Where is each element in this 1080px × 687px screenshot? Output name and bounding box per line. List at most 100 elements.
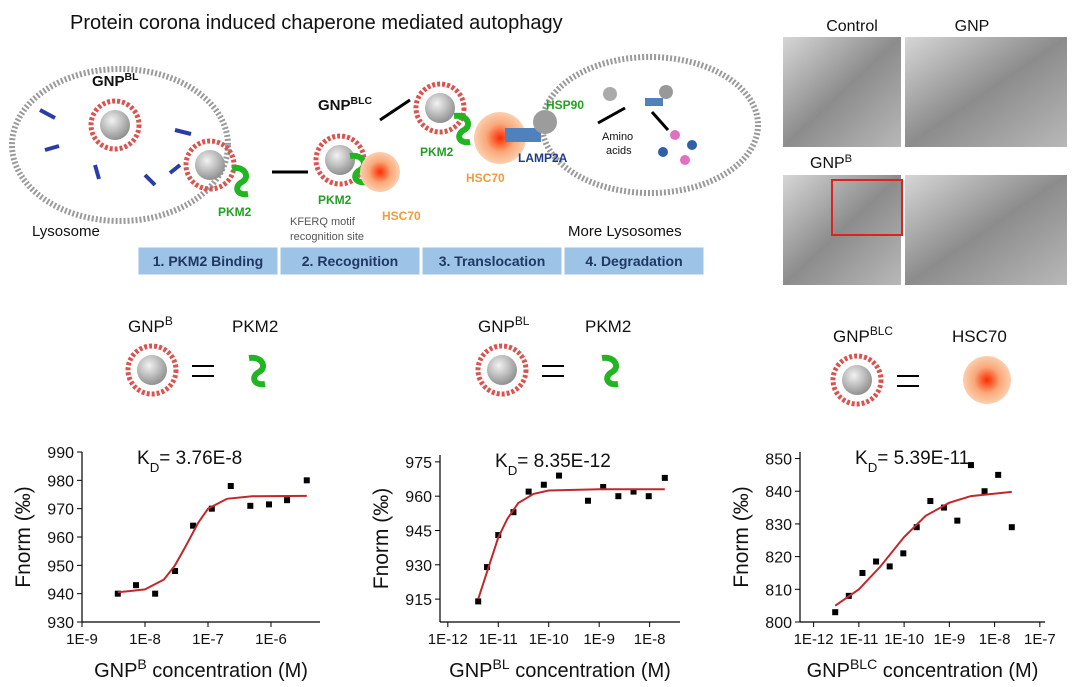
x-tick-label: 1E-11 bbox=[479, 631, 518, 648]
tem-image bbox=[783, 175, 901, 285]
label-sup: BLC bbox=[870, 324, 894, 338]
amino-acid bbox=[687, 140, 697, 150]
lysosome-label: Lysosome bbox=[32, 223, 100, 240]
y-tick-label: 975 bbox=[405, 455, 432, 472]
y-tick-label: 915 bbox=[405, 592, 432, 609]
nanoparticle bbox=[186, 141, 234, 189]
y-tick-label: 850 bbox=[765, 452, 792, 469]
data-point bbox=[832, 609, 839, 616]
hsc70-icon bbox=[474, 112, 526, 164]
label-sup: B bbox=[845, 153, 852, 165]
data-point bbox=[133, 582, 140, 589]
hsp90-icon bbox=[659, 85, 673, 99]
rich-label: GNPBL bbox=[478, 314, 530, 336]
tem-label: GNPB bbox=[810, 153, 852, 172]
hsc70-icon bbox=[360, 152, 400, 192]
y-tick-label: 930 bbox=[405, 558, 432, 575]
y-axis-label: Fnorm (‰) bbox=[12, 486, 35, 588]
data-point bbox=[510, 509, 517, 516]
arrow bbox=[597, 106, 626, 125]
x-tick-label: 1E-12 bbox=[794, 631, 834, 648]
data-point bbox=[303, 477, 310, 484]
step-label: 1. PKM2 Binding bbox=[153, 253, 263, 269]
label-rest: = 8.35E-12 bbox=[517, 451, 611, 472]
label-rest: concentration (M) bbox=[510, 660, 671, 682]
data-point bbox=[900, 550, 907, 557]
figure-title: Protein corona induced chaperone mediate… bbox=[70, 12, 563, 34]
pkm2-label: PKM2 bbox=[318, 193, 352, 207]
hsc70-icon bbox=[963, 356, 1011, 404]
lysosome-membrane bbox=[9, 66, 231, 224]
more-lysosomes-label: More Lysosomes bbox=[568, 223, 682, 240]
label-sup: BL bbox=[515, 314, 530, 328]
y-axis-label: Fnorm (‰) bbox=[730, 486, 753, 588]
label-base: GNP bbox=[807, 660, 850, 682]
x-tick-label: 1E-10 bbox=[884, 631, 924, 648]
data-point bbox=[495, 532, 502, 539]
label-rest: = 5.39E-11 bbox=[877, 448, 969, 469]
fit-line bbox=[834, 490, 1012, 607]
data-point bbox=[645, 493, 652, 500]
data-point bbox=[208, 505, 215, 512]
rich-label: GNPB bbox=[128, 314, 173, 336]
binding-right-label: PKM2 bbox=[232, 317, 278, 336]
step-label: 3. Translocation bbox=[439, 253, 546, 269]
data-point bbox=[954, 517, 961, 524]
label-base: GNP bbox=[833, 327, 870, 346]
label-sup: B bbox=[137, 656, 146, 672]
x-tick-label: 1E-8 bbox=[129, 631, 161, 648]
rich-label: KD= 3.76E-8 bbox=[137, 448, 242, 475]
label-sub: D bbox=[868, 460, 878, 475]
data-point bbox=[913, 524, 920, 531]
cma-diagram: GNPBL GNPBLC Lysosome PKM2 PKM2 PKM2 KFE… bbox=[9, 54, 761, 276]
rich-label: KD= 5.39E-11 bbox=[855, 448, 969, 475]
label-base: K bbox=[855, 448, 868, 469]
np-label: GNPBLC bbox=[318, 95, 373, 114]
data-point bbox=[247, 502, 254, 509]
label-base: GNP bbox=[128, 317, 165, 336]
tem-label: GNP bbox=[955, 18, 990, 35]
substrate bbox=[603, 87, 617, 101]
np-label: GNPBL bbox=[92, 71, 139, 90]
x-tick-label: 1E-9 bbox=[583, 631, 615, 648]
amino-acids-label: Amino bbox=[602, 131, 633, 143]
x-tick-label: 1E-8 bbox=[634, 631, 666, 648]
tem-panel: Control GNP GNPB bbox=[783, 18, 1067, 285]
label-sup: BLC bbox=[351, 95, 373, 107]
data-point bbox=[967, 462, 974, 469]
x-tick-label: 1E-9 bbox=[66, 631, 98, 648]
y-tick-label: 830 bbox=[765, 517, 792, 534]
arrow bbox=[379, 98, 411, 122]
pkm2-label: PKM2 bbox=[420, 145, 454, 159]
data-point bbox=[227, 483, 234, 489]
label-sup: B bbox=[165, 314, 173, 328]
y-tick-label: 840 bbox=[765, 484, 792, 501]
rich-label: GNPBLC bbox=[833, 324, 893, 346]
data-point bbox=[284, 497, 291, 504]
x-tick-label: 1E-8 bbox=[979, 631, 1011, 648]
data-point bbox=[114, 590, 121, 597]
rich-label: GNPBL concentration (M) bbox=[449, 656, 671, 682]
data-point bbox=[859, 569, 866, 576]
nanoparticle bbox=[833, 356, 881, 404]
data-point bbox=[886, 563, 893, 570]
fit-line bbox=[117, 494, 307, 594]
y-tick-label: 930 bbox=[47, 615, 74, 632]
label-base: GNP bbox=[449, 660, 492, 682]
amino-acid bbox=[658, 147, 668, 157]
pkm2-icon bbox=[602, 358, 618, 384]
label-base: GNP bbox=[94, 660, 137, 682]
data-point bbox=[556, 472, 563, 479]
label-sub: D bbox=[508, 463, 518, 478]
label-rest: concentration (M) bbox=[147, 660, 308, 682]
y-tick-label: 950 bbox=[47, 558, 74, 575]
rich-label: KD= 8.35E-12 bbox=[495, 451, 611, 478]
rich-label: GNPB concentration (M) bbox=[94, 656, 308, 682]
data-point bbox=[630, 488, 637, 495]
lysosome-membrane bbox=[539, 54, 761, 196]
data-point bbox=[152, 590, 159, 597]
data-point bbox=[995, 471, 1002, 478]
zoom-box bbox=[831, 179, 903, 236]
step-box bbox=[279, 246, 421, 276]
